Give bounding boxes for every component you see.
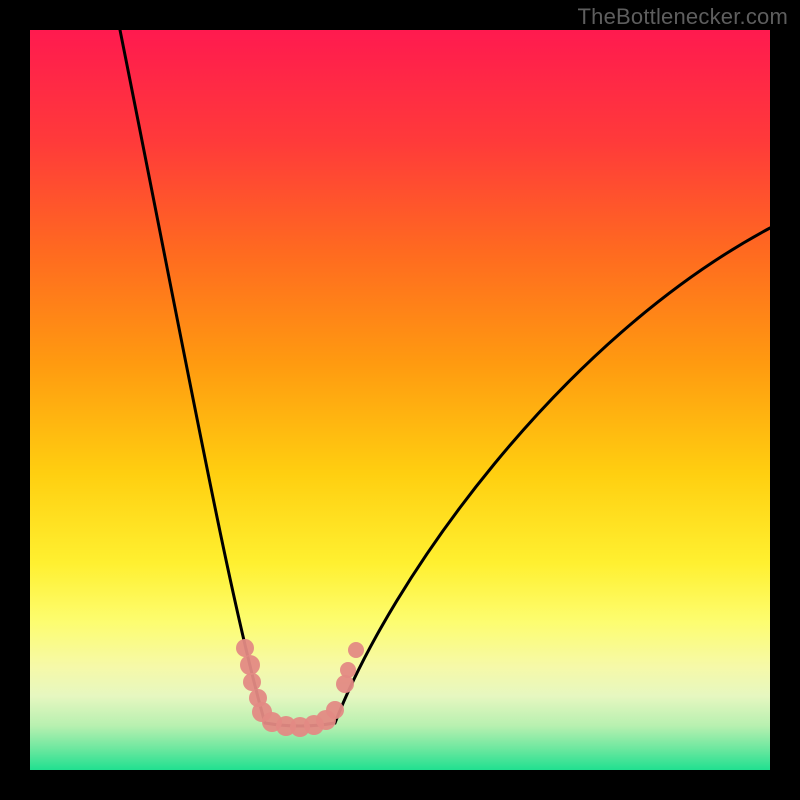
bottleneck-chart [0, 0, 800, 800]
trough-marker [326, 701, 344, 719]
trough-marker [340, 662, 356, 678]
watermark-text: TheBottlenecker.com [578, 4, 788, 30]
stage: TheBottlenecker.com [0, 0, 800, 800]
trough-marker [336, 675, 354, 693]
trough-marker [240, 655, 260, 675]
trough-marker [236, 639, 254, 657]
trough-marker [348, 642, 364, 658]
trough-marker [243, 673, 261, 691]
